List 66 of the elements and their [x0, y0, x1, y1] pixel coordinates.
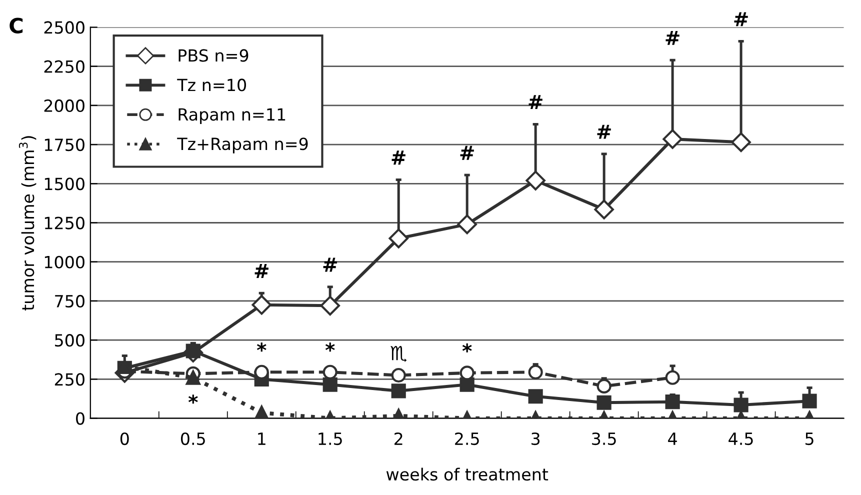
legend-label: Rapam n=11 — [178, 108, 286, 124]
x-tick-label: 0 — [120, 432, 129, 446]
y-tick-label: 0 — [76, 412, 84, 425]
point — [528, 389, 543, 404]
y-tick-label: 750 — [55, 294, 84, 308]
point — [457, 214, 477, 234]
point — [802, 394, 817, 408]
y-tick-label: 1250 — [44, 216, 84, 230]
y-tick-label: 1500 — [44, 178, 84, 190]
annotation: # — [254, 264, 268, 278]
y-axis-title: tumor volume (mm$^{3}$) — [18, 136, 36, 310]
legend-label: Tz n=10 — [177, 78, 246, 92]
point — [388, 228, 408, 248]
legend-label: PBS n=9 — [178, 49, 248, 62]
y-tick-label: 250 — [54, 373, 84, 386]
y-tick-label: 2500 — [44, 21, 84, 34]
point — [665, 394, 680, 410]
y-tick-label: 500 — [55, 334, 84, 347]
point — [460, 366, 474, 380]
point — [528, 364, 543, 380]
x-tick-label: 3 — [532, 432, 540, 446]
legend-label: Tz+Rapam n=9 — [177, 138, 308, 154]
point — [731, 132, 751, 152]
point — [186, 370, 200, 385]
annotation: # — [666, 30, 680, 45]
y-tick-label: 1000 — [44, 256, 84, 268]
point — [322, 377, 338, 392]
point — [391, 368, 406, 383]
point — [391, 384, 406, 398]
x-axis-title: weeks of treatment — [386, 468, 548, 481]
annotation: # — [392, 150, 406, 165]
annotation: * — [325, 342, 335, 352]
x-tick-label: 1 — [258, 432, 266, 445]
y-tick-label: 2000 — [44, 99, 84, 112]
annotation: # — [597, 124, 611, 139]
annotation: * — [462, 343, 472, 352]
annotation: * — [256, 342, 266, 352]
y-tick-label: 1750 — [44, 138, 84, 152]
x-tick-label: 4 — [668, 432, 677, 445]
annotation: # — [460, 146, 474, 160]
point — [252, 294, 272, 315]
point — [526, 170, 546, 190]
annotation: * — [188, 394, 198, 404]
annotation: ♏ — [390, 346, 407, 362]
annotation: # — [734, 12, 748, 26]
point — [254, 406, 269, 418]
x-tick-label: 2 — [394, 432, 402, 445]
point — [596, 378, 612, 394]
point — [665, 370, 680, 385]
point — [594, 200, 614, 220]
x-tick-label: 1.5 — [318, 432, 342, 446]
point — [734, 398, 748, 412]
x-tick-label: 0.5 — [180, 432, 205, 446]
text: C — [10, 18, 23, 34]
x-tick-label: 3.5 — [592, 432, 616, 446]
point — [320, 296, 340, 316]
point — [186, 344, 200, 358]
x-tick-label: 5 — [806, 432, 814, 446]
x-tick-label: 2.5 — [455, 432, 479, 446]
x-tick-label: 4.5 — [728, 432, 753, 446]
point — [254, 364, 269, 380]
point — [596, 395, 612, 410]
point — [322, 364, 338, 380]
point — [460, 377, 474, 392]
y-tick-label: 2250 — [44, 60, 84, 73]
point — [662, 129, 682, 149]
